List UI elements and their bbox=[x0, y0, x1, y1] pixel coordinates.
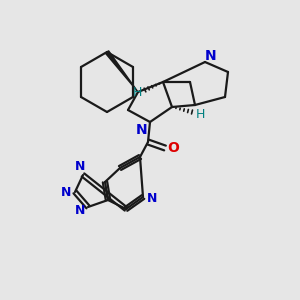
Text: N: N bbox=[147, 193, 157, 206]
Text: H: H bbox=[195, 107, 205, 121]
Polygon shape bbox=[105, 51, 138, 92]
Text: O: O bbox=[167, 141, 179, 155]
Text: N: N bbox=[205, 49, 217, 63]
Text: H: H bbox=[132, 85, 142, 98]
Text: N: N bbox=[75, 203, 85, 217]
Text: N: N bbox=[75, 160, 85, 172]
Text: N: N bbox=[61, 185, 71, 199]
Text: N: N bbox=[136, 123, 148, 137]
